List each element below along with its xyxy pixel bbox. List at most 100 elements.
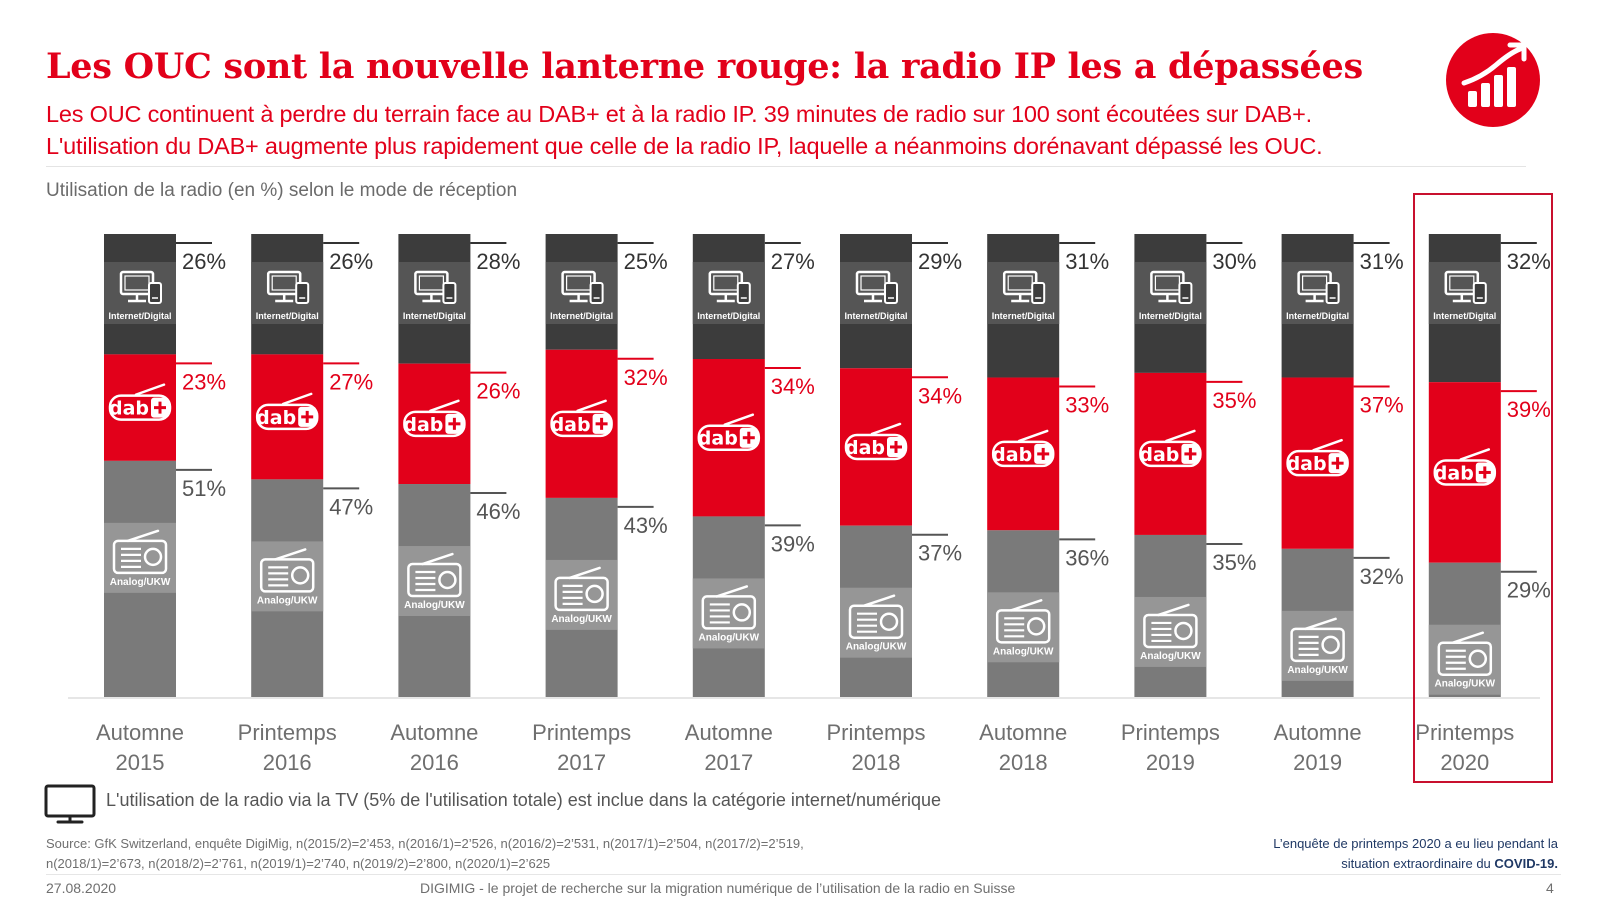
data-label: 43% [624,513,668,538]
computer-monitor-icon: Internet/Digital [1428,262,1501,324]
icon-caption: Internet/Digital [1286,311,1349,321]
icon-caption: Internet/Digital [108,311,171,321]
dab-plus-radio-icon: dab [108,383,172,421]
svg-text:dab: dab [698,428,738,450]
data-label: 31% [1360,249,1404,274]
svg-text:dab: dab [1139,444,1179,466]
analog-radio-icon: Analog/UKW [987,592,1060,663]
bar-group: Internet/Digital 26% dab 23% Analog/UKW 51% [104,234,226,697]
data-label: 28% [476,249,520,274]
svg-text:dab: dab [1287,453,1327,475]
data-label: 46% [476,499,520,524]
icon-caption: Internet/Digital [992,311,1055,321]
covid-note-emphasis: COVID-19. [1494,856,1558,871]
data-label: 25% [624,249,668,274]
covid-note-prefix: situation extraordinaire du [1341,856,1491,871]
x-tick-label: Printemps 2018 [826,720,925,775]
data-label: 37% [1360,393,1404,418]
footer-divider [46,874,1561,875]
x-tick-label: Automne 2015 [96,720,184,775]
svg-text:dab: dab [256,407,296,429]
bar-group: Internet/Digital 32% dab 39% Analog/UKW 29% [1428,234,1551,697]
dab-plus-radio-icon: dab [255,392,319,431]
computer-monitor-icon: Internet/Digital [545,262,618,324]
data-label: 39% [1507,397,1551,422]
analog-radio-icon: Analog/UKW [1428,624,1501,695]
bar-group: Internet/Digital 27% dab 34% Analog/UKW 39% [692,234,815,697]
computer-monitor-icon: Internet/Digital [840,262,912,324]
data-label: 26% [182,249,226,274]
data-label: 29% [1507,578,1551,603]
data-label: 31% [1065,249,1109,274]
computer-monitor-icon: Internet/Digital [1134,262,1207,324]
icon-caption: Analog/UKW [993,646,1054,657]
source-line-1: Source: GfK Switzerland, enquête DigiMig… [46,836,804,851]
dab-plus-radio-icon: dab [697,413,761,451]
bar-group: Internet/Digital 28% dab 26% Analog/UKW 46% [398,234,520,697]
icon-caption: Analog/UKW [846,642,907,653]
dab-plus-radio-icon: dab [844,422,908,461]
icon-caption: Analog/UKW [404,600,465,611]
source-line-2: n(2018/1)=2’673, n(2018/2)=2’761, n(2019… [46,856,551,871]
icon-caption: Internet/Digital [550,311,613,321]
data-label: 26% [476,379,520,404]
data-label: 32% [1507,249,1551,274]
computer-monitor-icon: Internet/Digital [251,262,324,324]
tv-icon [44,784,96,824]
page-title: Les OUC sont la nouvelle lanterne rouge:… [46,46,1363,87]
data-label: 39% [771,531,815,556]
data-label: 35% [1212,388,1256,413]
footer-project: DIGIMIG - le projet de recherche sur la … [420,880,1016,896]
icon-caption: Internet/Digital [844,311,907,321]
icon-caption: Analog/UKW [699,632,760,643]
svg-text:dab: dab [1434,462,1474,484]
x-tick-label: Automne 2016 [390,720,478,775]
icon-caption: Analog/UKW [257,595,318,606]
analog-radio-icon: Analog/UKW [545,559,618,630]
bar-group: Internet/Digital 26% dab 27% Analog/UKW 47% [251,234,373,697]
icon-caption: Analog/UKW [110,577,171,588]
bar-group: Internet/Digital 30% dab 35% Analog/UKW 35% [1134,234,1256,697]
computer-monitor-icon: Internet/Digital [104,262,176,324]
analog-radio-icon: Analog/UKW [1134,596,1207,667]
subtitle-line-2: L'utilisation du DAB+ augmente plus rapi… [46,133,1323,159]
dab-plus-radio-icon: dab [1286,438,1349,477]
data-label: 27% [771,249,815,274]
computer-monitor-icon: Internet/Digital [398,262,471,324]
analog-radio-icon: Analog/UKW [398,546,471,617]
highlight-box-latest-period [1413,193,1553,783]
analog-radio-icon: Analog/UKW [251,541,324,612]
icon-caption: Internet/Digital [1433,311,1496,321]
computer-monitor-icon: Internet/Digital [1281,262,1354,324]
data-label: 33% [1065,393,1109,418]
data-label: 32% [1360,564,1404,589]
data-label: 30% [1212,249,1256,274]
data-label: 37% [918,541,962,566]
analog-radio-icon: Analog/UKW [104,522,176,593]
analog-radio-icon: Analog/UKW [840,587,912,658]
tv-note: L'utilisation de la radio via la TV (5% … [106,790,942,810]
x-tick-label: Automne 2017 [685,720,773,775]
covid-note-line-1: L’enquête de printemps 2020 a eu lieu pe… [1273,836,1558,851]
data-label: 29% [918,249,962,274]
x-tick-label: Printemps 2016 [238,720,337,775]
dab-plus-radio-icon: dab [1433,448,1497,486]
data-label: 34% [771,374,815,399]
icon-caption: Analog/UKW [551,614,612,625]
svg-text:dab: dab [403,414,443,436]
data-label: 35% [1212,550,1256,575]
analog-radio-icon: Analog/UKW [1281,610,1354,681]
computer-monitor-icon: Internet/Digital [987,262,1060,324]
icon-caption: Internet/Digital [1139,311,1202,321]
data-label: 23% [182,369,226,394]
icon-caption: Internet/Digital [256,311,319,321]
svg-text:dab: dab [992,444,1032,466]
dab-plus-radio-icon: dab [403,399,466,438]
svg-text:dab: dab [551,414,591,436]
svg-text:dab: dab [109,398,149,420]
bar-group: Internet/Digital 31% dab 37% Analog/UKW 32% [1281,234,1404,697]
covid-note: L’enquête de printemps 2020 a eu lieu pe… [1180,834,1558,874]
dab-plus-radio-icon: dab [550,399,613,438]
dab-plus-radio-icon: dab [1139,429,1202,468]
